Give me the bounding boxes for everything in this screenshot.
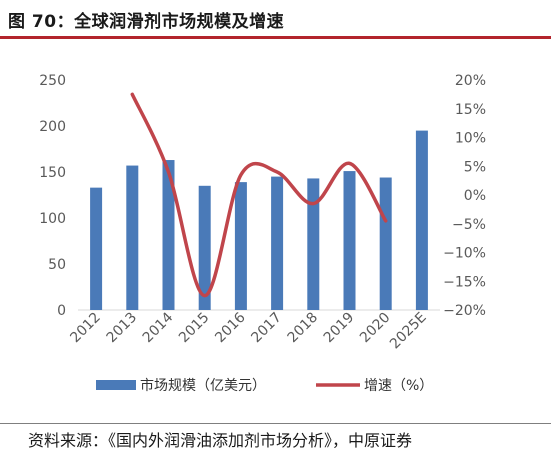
- bar: [379, 177, 392, 310]
- y-left-tick-label: 250: [39, 73, 66, 89]
- x-tick-label: 2012: [67, 310, 104, 347]
- legend-label-line: 增速（%）: [364, 378, 433, 394]
- y-left-tick-label: 50: [48, 257, 66, 273]
- y-left-tick-label: 200: [39, 119, 66, 135]
- x-tick-label: 2013: [104, 310, 141, 347]
- y-right-tick-label: −5%: [452, 217, 486, 233]
- title-rule: [0, 36, 551, 39]
- x-tick-label: 2016: [212, 309, 249, 346]
- x-tick-label: 2019: [321, 310, 358, 347]
- bar: [162, 160, 175, 310]
- bar: [126, 165, 139, 310]
- bar: [343, 171, 356, 310]
- legend-label-bar: 市场规模（亿美元）: [140, 377, 266, 394]
- bar: [234, 182, 247, 310]
- y-right-tick-label: 20%: [455, 73, 486, 89]
- figure-header: 图 70：全球润滑剂市场规模及增速: [0, 0, 551, 39]
- bar: [271, 176, 284, 310]
- source-rule: [0, 423, 551, 424]
- bar: [90, 187, 103, 310]
- y-right-tick-label: 10%: [455, 131, 486, 147]
- figure-title: 图 70：全球润滑剂市场规模及增速: [8, 12, 285, 32]
- y-right-tick-label: −20%: [443, 303, 486, 319]
- x-tick-label: 2014: [140, 309, 177, 346]
- y-left-tick-label: 0: [57, 303, 66, 319]
- y-right-tick-label: −15%: [443, 274, 486, 290]
- legend-swatch-bar: [96, 380, 136, 390]
- growth-line: [130, 92, 388, 298]
- x-tick-label: 2017: [248, 310, 285, 347]
- y-left-tick-label: 100: [39, 211, 66, 227]
- x-tick-label: 2018: [285, 310, 322, 347]
- bar: [198, 185, 211, 310]
- y-right-tick-label: 0%: [464, 188, 486, 204]
- bar: [307, 178, 320, 310]
- y-right-tick-label: 15%: [455, 102, 486, 118]
- y-right-tick-label: 5%: [464, 159, 486, 175]
- y-left-tick-label: 150: [39, 165, 66, 181]
- x-tick-label: 2025E: [387, 310, 430, 353]
- x-tick-label: 2015: [176, 310, 213, 347]
- chart: 0 50 100 150 200 250 −20% −15% −10% −5% 0% 5% 10% 15%…: [39, 73, 486, 394]
- source-note: 资料来源：《国内外润滑油添加剂市场分析》，中原证券: [28, 431, 413, 450]
- bar: [415, 130, 428, 310]
- y-right-tick-label: −10%: [443, 246, 486, 262]
